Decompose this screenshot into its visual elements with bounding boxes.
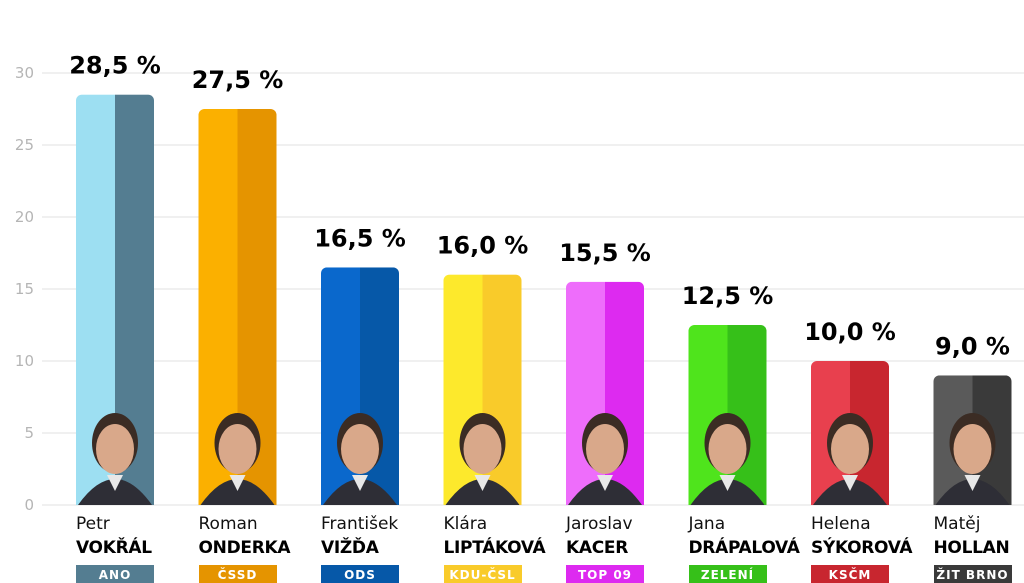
value-label: 12,5 % bbox=[682, 282, 774, 310]
candidate-first-name: František bbox=[321, 514, 399, 534]
y-tick-label: 5 bbox=[24, 424, 34, 442]
candidate-first-name: Helena bbox=[811, 514, 871, 534]
candidate-last-name: DRÁPALOVÁ bbox=[688, 538, 800, 558]
candidate-photo bbox=[813, 413, 887, 505]
value-label: 15,5 % bbox=[559, 239, 651, 267]
bar bbox=[566, 281, 644, 505]
candidate-first-name: Roman bbox=[198, 514, 258, 534]
party-badge: ZELENÍ bbox=[688, 565, 767, 583]
candidate-first-name: Jaroslav bbox=[566, 514, 633, 534]
bar bbox=[321, 267, 399, 505]
candidate-last-name: LIPTÁKOVÁ bbox=[443, 538, 546, 558]
party-badge: TOP 09 bbox=[566, 565, 644, 583]
candidate-first-name: Matěj bbox=[933, 514, 981, 534]
y-tick-label: 15 bbox=[15, 280, 34, 298]
candidate-first-name: Klára bbox=[443, 514, 488, 534]
y-tick-label: 10 bbox=[15, 352, 34, 370]
candidate-first-name: Jana bbox=[688, 514, 726, 534]
value-label: 10,0 % bbox=[804, 318, 896, 346]
bar bbox=[811, 361, 889, 505]
candidate-photo bbox=[78, 413, 152, 505]
value-label: 9,0 % bbox=[935, 332, 1010, 360]
bar bbox=[688, 325, 767, 505]
candidate-photo bbox=[690, 413, 765, 505]
value-label: 16,0 % bbox=[437, 232, 529, 260]
candidate-photo bbox=[445, 413, 520, 505]
y-tick-label: 0 bbox=[24, 496, 34, 514]
candidate-photo bbox=[935, 413, 1010, 505]
candidate-last-name: VIŽĎA bbox=[321, 538, 379, 558]
candidate-last-name: ONDERKA bbox=[198, 538, 291, 558]
party-badge: KDU-ČSL bbox=[443, 565, 522, 583]
bars bbox=[76, 94, 1012, 505]
bar bbox=[443, 274, 522, 505]
party-badge: ŽIT BRNO bbox=[933, 565, 1012, 583]
candidate-last-name: HOLLAN bbox=[933, 538, 1010, 558]
party-badge: ANO bbox=[76, 565, 154, 583]
candidate-last-name: KACER bbox=[566, 538, 629, 558]
candidate-photo bbox=[568, 413, 642, 505]
candidate-last-name: VOKŘÁL bbox=[76, 538, 152, 558]
value-labels: 28,5 % 27,5 % 16,5 % 16,0 % 15,5 % 12,5 % 10,0… bbox=[69, 52, 1010, 361]
candidate-photo bbox=[323, 413, 397, 505]
y-tick-label: 30 bbox=[15, 64, 34, 82]
party-badge: KSČM bbox=[811, 565, 889, 583]
bar bbox=[933, 375, 1012, 505]
candidate-last-name: SÝKOROVÁ bbox=[811, 538, 913, 558]
candidate-photo bbox=[200, 413, 275, 505]
candidate-first-name: Petr bbox=[76, 514, 110, 534]
y-tick-label: 20 bbox=[15, 208, 34, 226]
bar bbox=[76, 94, 154, 505]
value-label: 27,5 % bbox=[192, 66, 284, 94]
y-tick-label: 25 bbox=[15, 136, 34, 154]
party-badge: ODS bbox=[321, 565, 399, 583]
y-axis: 0 5 10 15 20 25 30 bbox=[15, 64, 34, 514]
bar bbox=[198, 109, 277, 505]
value-label: 28,5 % bbox=[69, 52, 161, 80]
party-badge: ČSSD bbox=[198, 565, 277, 583]
value-label: 16,5 % bbox=[314, 224, 406, 252]
